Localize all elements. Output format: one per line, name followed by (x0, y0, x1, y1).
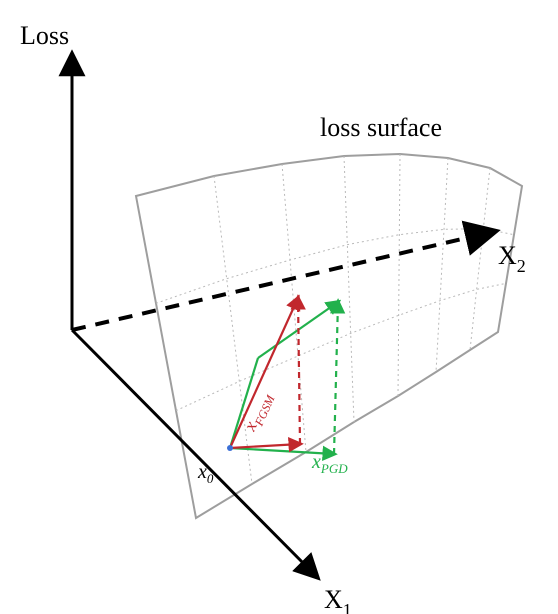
surface-grid-vline (470, 168, 490, 350)
axis-x2-label: X2 (498, 241, 526, 276)
axis-x1-label: X1 (324, 585, 352, 614)
vector-pgd (230, 302, 338, 454)
loss-surface: loss surface (136, 113, 522, 518)
pgd-surface-seg-a (230, 358, 258, 448)
vector-fgsm-label: xFGSM (239, 388, 278, 436)
surface-grid-hcurve (156, 229, 514, 304)
axes: Loss X2 X1 (20, 21, 526, 614)
fgsm-vertical-dash (298, 298, 300, 444)
surface-grid-vline (344, 156, 354, 422)
surface-grid-vline (436, 158, 448, 372)
x0-dot (227, 445, 233, 451)
axis-x2 (72, 232, 492, 330)
diagram-canvas: loss surface Loss X2 X1 (0, 0, 558, 614)
axis-loss-label: Loss (20, 21, 69, 50)
surface-grid-hcurve (176, 283, 506, 410)
origin-point: x0 (197, 445, 233, 486)
fgsm-ground-arrow (230, 444, 300, 448)
surface-grid-vline (398, 154, 400, 396)
x0-label: x0 (197, 461, 214, 486)
loss-surface-label: loss surface (320, 113, 442, 142)
vectors: xFGSM xPGD (230, 298, 348, 476)
axis-x1 (72, 330, 316, 576)
